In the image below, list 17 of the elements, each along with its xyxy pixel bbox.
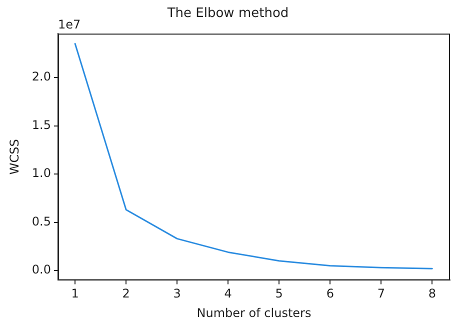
y-tick-label: 0.0 [32,262,51,277]
chart-title: The Elbow method [166,6,289,22]
x-tick-label: 4 [224,286,232,301]
x-axis-title: Number of clusters [196,306,312,320]
text: 1e7 [58,18,81,32]
x-tick-label: 5 [275,286,283,301]
x-tick-label: 7 [377,286,385,301]
y-tick-label: 2.0 [32,70,51,84]
x-tick-label: 3 [173,286,181,301]
x-tick-label: 6 [326,286,334,301]
x-tick-label: 8 [428,286,436,301]
y-tick-label: 1.5 [32,118,51,132]
y-tick-label: 0.5 [32,214,51,228]
x-tick-label: 2 [122,286,130,301]
y-tick-label: 1.0 [32,166,51,180]
x-tick-label: 1 [71,286,79,301]
y-axis-title: WCSS [7,139,22,175]
